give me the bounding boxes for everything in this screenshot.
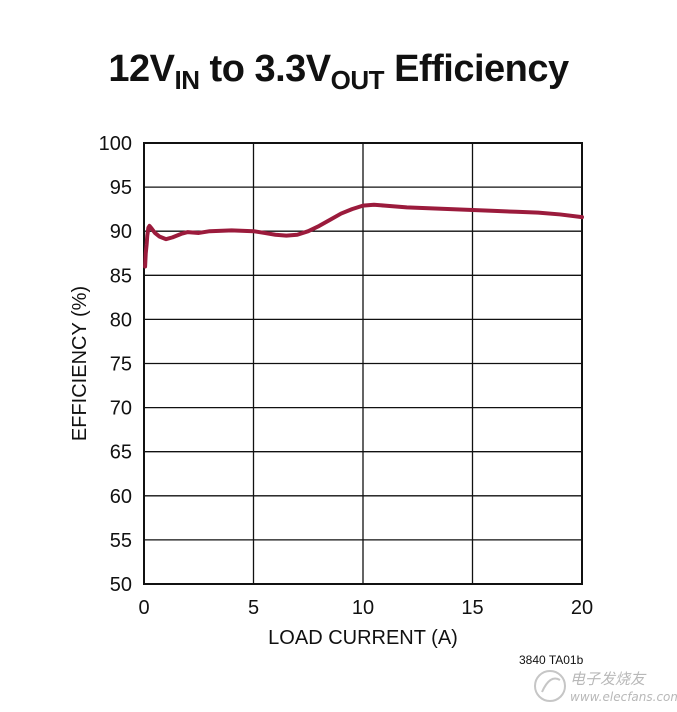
title-main: 12V <box>108 48 175 90</box>
y-tick-label: 70 <box>110 398 132 420</box>
efficiency-series-line <box>143 202 584 269</box>
y-tick-label: 55 <box>110 530 132 552</box>
x-tick-label: 15 <box>461 597 483 619</box>
title-subscript-out: OUT <box>330 65 385 95</box>
watermark: 电子发烧友 www.elecfans.com <box>532 664 677 710</box>
watermark-text-cn: 电子发烧友 <box>570 670 646 688</box>
title-end: Efficiency <box>384 48 569 90</box>
y-tick-label: 50 <box>110 574 132 596</box>
y-tick-label: 90 <box>110 221 132 243</box>
y-tick-label: 75 <box>110 354 132 376</box>
x-tick-label: 5 <box>248 597 259 619</box>
y-tick-label: 100 <box>99 133 132 155</box>
figure-id: 3840 TA01b <box>519 653 584 667</box>
x-axis-label: LOAD CURRENT (A) <box>268 627 458 649</box>
x-tick-label: 0 <box>138 597 149 619</box>
y-tick-label: 65 <box>110 442 132 464</box>
y-tick-label: 85 <box>110 265 132 287</box>
watermark-logo-icon <box>534 670 566 702</box>
grid-lines <box>143 142 583 585</box>
y-tick-label: 95 <box>110 177 132 199</box>
x-tick-label: 10 <box>352 597 374 619</box>
title-subscript-in: IN <box>174 65 201 95</box>
y-axis-label: EFFICIENCY (%) <box>69 286 91 441</box>
y-tick-labels: 50 55 60 65 70 75 80 85 90 95 100 <box>99 133 132 596</box>
plot-frame <box>143 142 583 585</box>
watermark-url: www.elecfans.com <box>570 690 677 704</box>
chart-title: 12VIN to 3.3VOUT Efficiency <box>0 48 677 93</box>
y-tick-label: 80 <box>110 309 132 331</box>
title-mid: to 3.3V <box>199 48 332 90</box>
x-tick-labels: 0 5 10 15 20 <box>138 597 593 619</box>
x-tick-label: 20 <box>571 597 593 619</box>
y-tick-label: 60 <box>110 486 132 508</box>
